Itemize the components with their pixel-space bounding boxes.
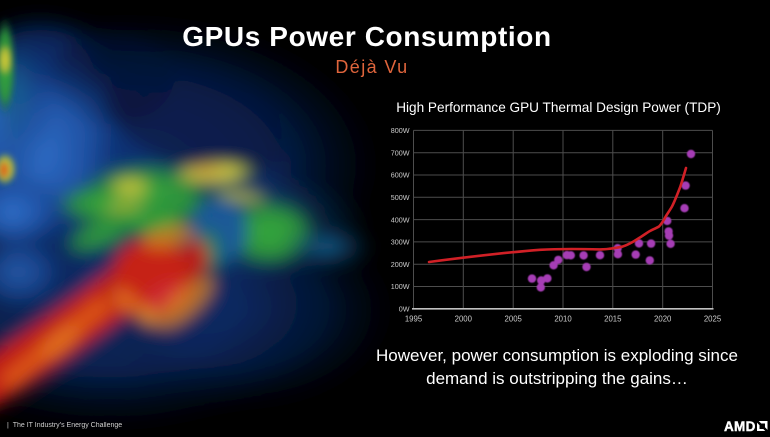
svg-text:2025: 2025 <box>704 315 722 324</box>
svg-text:500W: 500W <box>391 193 410 202</box>
svg-text:2000: 2000 <box>455 315 473 324</box>
svg-text:2005: 2005 <box>505 315 523 324</box>
svg-text:2010: 2010 <box>554 315 572 324</box>
svg-text:0W: 0W <box>399 305 410 314</box>
svg-text:2015: 2015 <box>604 315 622 324</box>
svg-text:600W: 600W <box>391 171 410 180</box>
svg-text:2020: 2020 <box>654 315 672 324</box>
svg-text:800W: 800W <box>391 126 410 135</box>
svg-text:1995: 1995 <box>405 315 423 324</box>
svg-text:200W: 200W <box>391 260 410 269</box>
svg-text:700W: 700W <box>391 148 410 157</box>
svg-text:300W: 300W <box>391 238 410 247</box>
svg-text:400W: 400W <box>391 215 410 224</box>
svg-text:100W: 100W <box>391 282 410 291</box>
